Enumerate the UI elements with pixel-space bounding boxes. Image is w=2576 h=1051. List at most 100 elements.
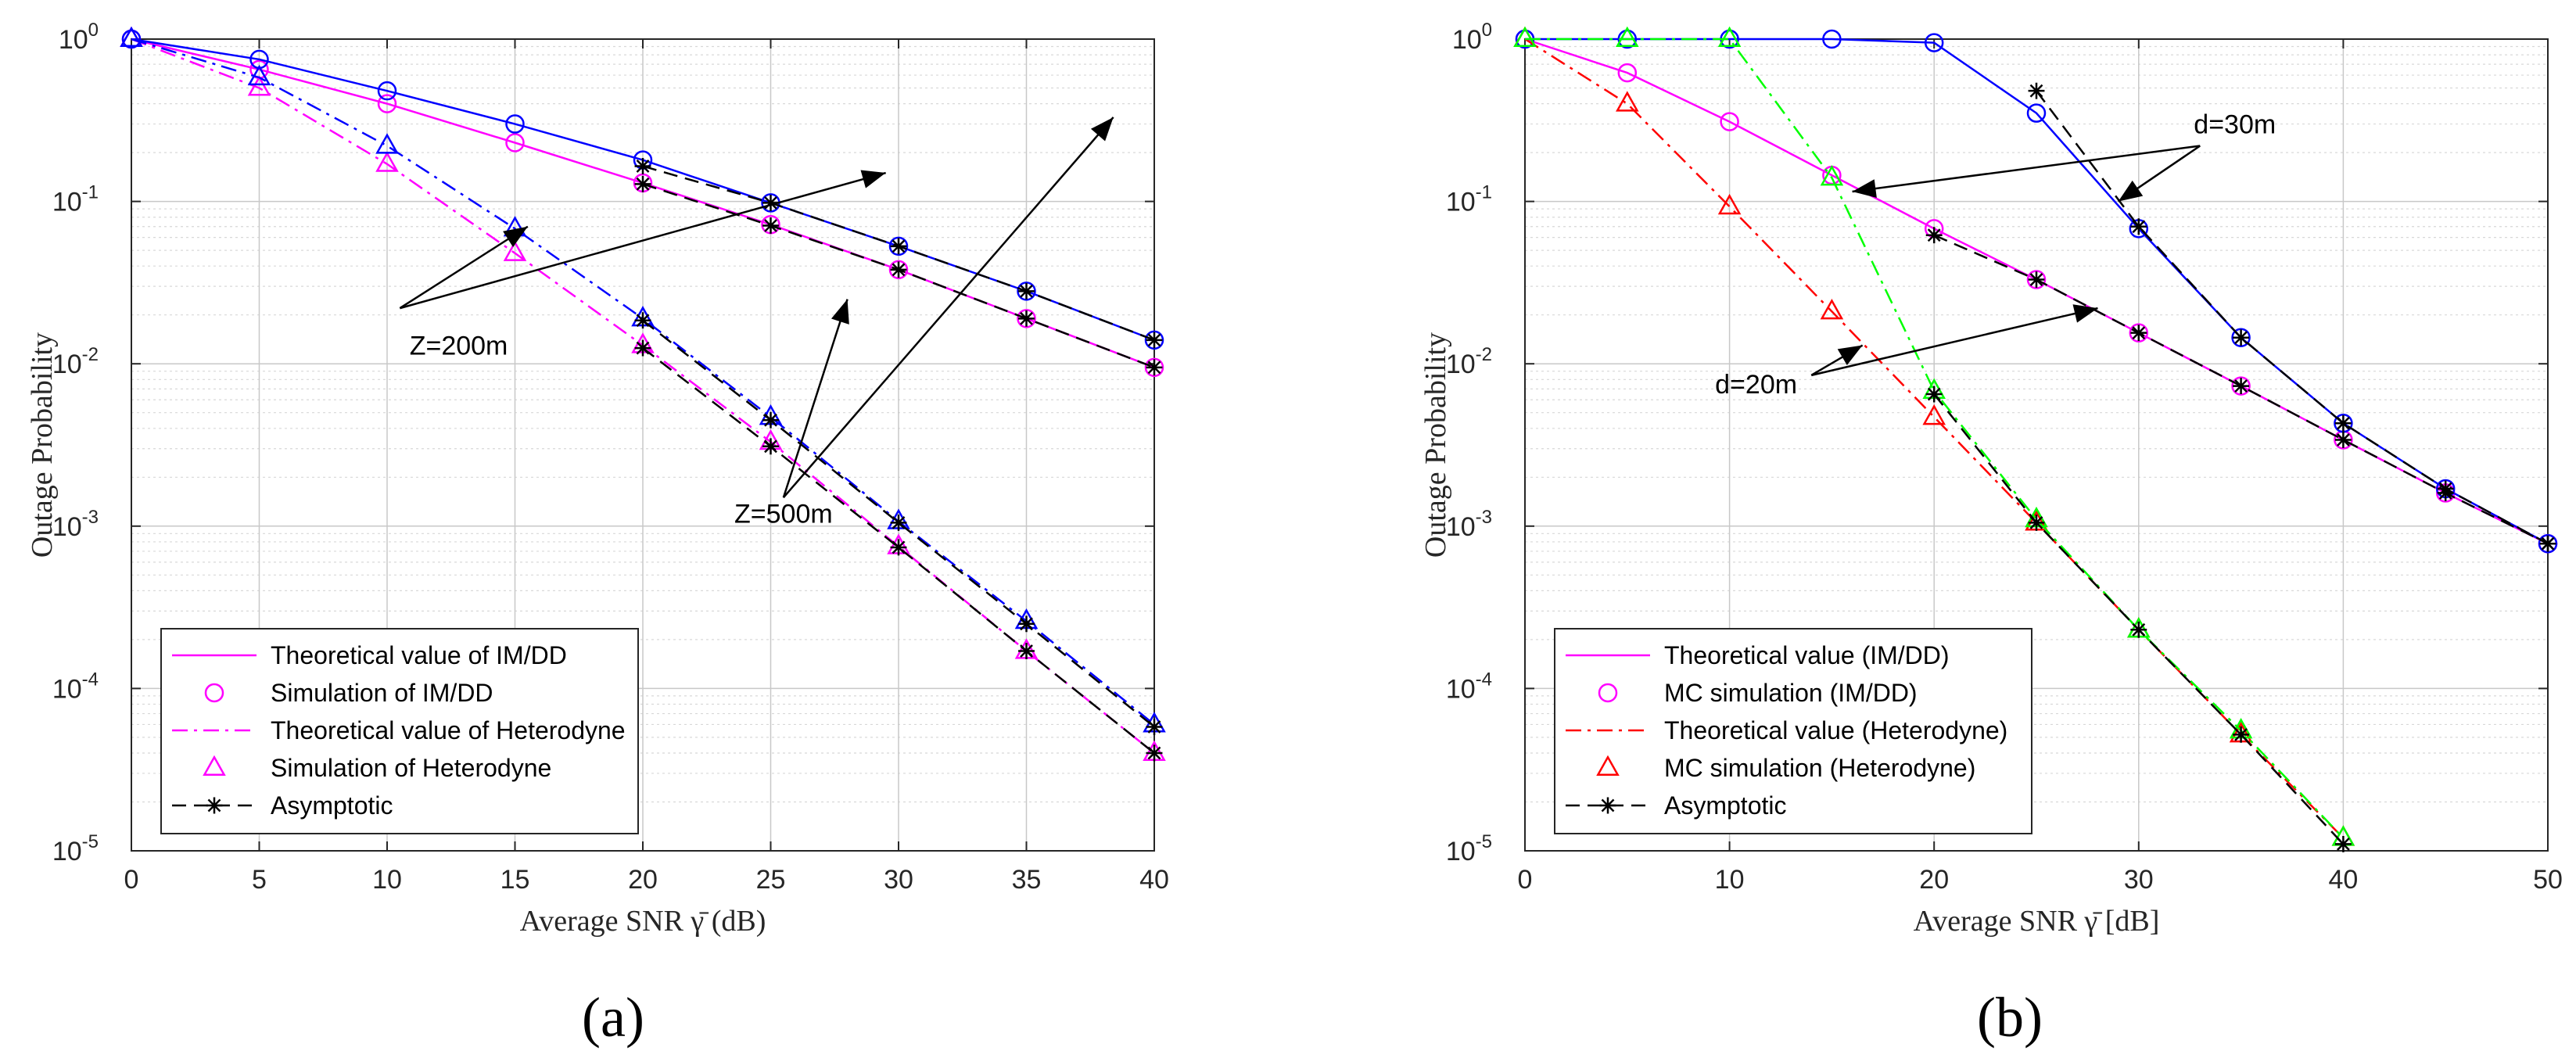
- legend-label: Theoretical value of Heterodyne: [271, 716, 626, 744]
- data-point: [2130, 325, 2147, 342]
- axes: 0 10 20 30 40 50 100 10-1 10-2 10-3 10-4 10-5 Averag…: [1419, 20, 2563, 938]
- series-line: [1524, 38, 2345, 839]
- data-point: [247, 75, 271, 96]
- data-point: [120, 26, 143, 48]
- data-point: [2334, 432, 2352, 448]
- annotation-arrow-line: [400, 171, 886, 310]
- data-point: [1144, 330, 1164, 350]
- annotation-arrow-line: [399, 225, 529, 310]
- legend-label: MC simulation (Heterodyne): [1664, 754, 1975, 782]
- data-point: [2028, 514, 2045, 531]
- y-tick-label: 10-1: [52, 182, 99, 217]
- data-point: [377, 81, 397, 101]
- legend-item: MC simulation (IM/DD): [1598, 679, 1918, 707]
- y-axis-label: Outage Probability: [26, 332, 59, 558]
- legend-marker: [203, 755, 226, 777]
- data-point: [1925, 386, 1943, 403]
- data-point: [762, 194, 779, 211]
- annotation-arrow-line: [1852, 145, 2201, 193]
- data-point: [762, 438, 779, 455]
- data-point: [2334, 414, 2352, 432]
- data-point: [1617, 29, 1638, 49]
- data-point: [634, 312, 651, 329]
- panel-b-label: (b): [1977, 986, 2043, 1049]
- data-point: [1018, 615, 1035, 633]
- data-point: [634, 158, 651, 174]
- x-tick-label: 25: [756, 865, 786, 895]
- data-point: [247, 64, 271, 86]
- x-tick-label: 10: [1715, 865, 1745, 895]
- data-point: [1146, 359, 1163, 376]
- series-line: [2036, 90, 2549, 545]
- data-point: [503, 240, 527, 261]
- data-point: [762, 411, 779, 429]
- axes-box: [1524, 38, 2549, 852]
- data-point: [634, 175, 651, 192]
- data-point: [890, 261, 907, 278]
- y-tick-label: 100: [1452, 20, 1492, 55]
- data-point: [2233, 726, 2250, 743]
- data-point: [1616, 91, 1639, 112]
- legend-label: Simulation of IM/DD: [271, 679, 493, 707]
- data-point: [1017, 309, 1036, 328]
- legend-item: Simulation of IM/DD: [204, 679, 493, 707]
- data-point: [1146, 719, 1163, 735]
- x-tick-label: 20: [1919, 865, 1949, 895]
- annotations: Z=200m Z=500m: [399, 117, 1114, 529]
- data-point: [2028, 82, 2045, 99]
- data-point: [377, 94, 397, 113]
- x-tick-label: 5: [252, 865, 267, 895]
- y-tick-label: 10-4: [52, 669, 99, 704]
- annotation-arrowhead: [2118, 180, 2144, 202]
- annotation-arrowhead: [1090, 117, 1114, 142]
- axes: 0 5 10 15 20 25 30 35 40 100 10-1 10-2 10-3 10-4 10-5 A…: [26, 20, 1169, 938]
- legend-item: Asymptotic: [172, 791, 393, 820]
- legend-marker: [1598, 683, 1618, 703]
- legend-marker: [206, 797, 223, 814]
- data-point: [634, 339, 651, 357]
- annotation-arrowhead: [1837, 345, 1863, 366]
- data-point: [762, 217, 779, 234]
- legend-marker: [1599, 797, 1616, 814]
- y-tick-label: 10-4: [1446, 669, 1492, 704]
- annotation-arrowhead: [2072, 304, 2098, 323]
- data-point: [1146, 744, 1163, 762]
- legend-item: Simulation of Heterodyne: [203, 754, 551, 782]
- annotation-arrow-line: [782, 117, 1114, 499]
- data-point: [888, 236, 909, 256]
- annotation-arrowhead: [831, 299, 849, 325]
- x-tick-label: 0: [1518, 865, 1533, 895]
- x-tick-label: 40: [1139, 865, 1169, 895]
- annotation-arrow-line: [1810, 307, 2098, 377]
- y-tick-label: 10-2: [52, 344, 99, 379]
- data-point: [375, 151, 399, 172]
- data-point: [2129, 323, 2149, 343]
- x-tick-label: 50: [2533, 865, 2563, 895]
- legend-label: Asymptotic: [271, 791, 393, 820]
- data-point: [2437, 480, 2454, 497]
- series-group: [1513, 26, 2558, 852]
- y-tick-label: 10-5: [1446, 831, 1492, 866]
- panel-a-label: (a): [582, 986, 644, 1049]
- x-tick-label: 40: [2328, 865, 2358, 895]
- x-tick-label: 15: [500, 865, 530, 895]
- legend-item: Asymptotic: [1566, 791, 1786, 820]
- data-point: [1922, 404, 1946, 425]
- annotations: d=30m d=20m: [1715, 110, 2276, 400]
- data-point: [1720, 112, 1739, 131]
- data-point: [2233, 378, 2250, 395]
- panel-a-chart: 0 5 10 15 20 25 30 35 40 100 10-1 10-2 10-3 10-4 10-5 A…: [26, 20, 1169, 938]
- data-point: [1924, 33, 1944, 52]
- x-axis-label: Average SNR γ̄ [dB]: [1914, 905, 2160, 938]
- y-tick-label: 10-3: [52, 507, 99, 542]
- y-axis-label: Outage Probability: [1419, 332, 1452, 558]
- data-point: [375, 133, 399, 154]
- annotation-label: Z=500m: [734, 499, 833, 529]
- data-point: [2538, 533, 2558, 554]
- annotation-arrowhead: [503, 226, 528, 248]
- annotation-label: Z=200m: [410, 332, 508, 361]
- legend-item: Theoretical value (Heterodyne): [1566, 716, 2007, 744]
- data-point: [2334, 835, 2352, 852]
- legend-marker: [1596, 755, 1620, 777]
- legend-label: Theoretical value (IM/DD): [1664, 641, 1950, 669]
